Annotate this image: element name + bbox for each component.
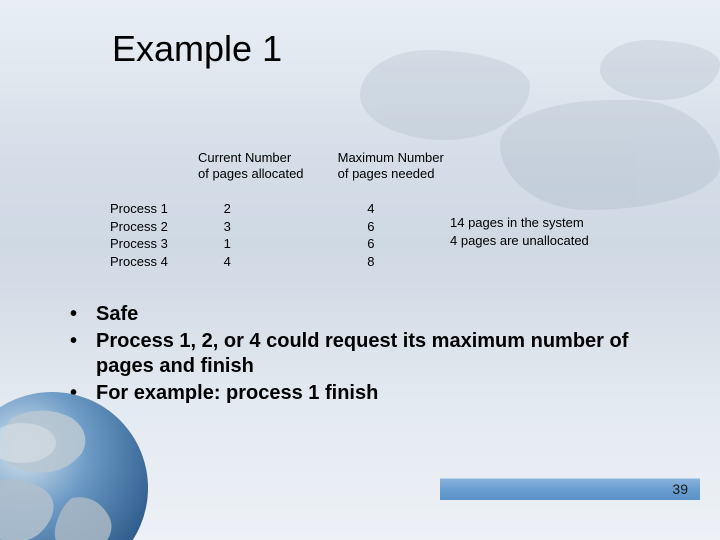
process-maximum: 8 bbox=[367, 253, 427, 271]
bullet-item: • For example: process 1 finish bbox=[70, 381, 650, 406]
process-table: Process 1 2 4 Process 2 3 6 Process 3 1 … bbox=[110, 200, 427, 270]
page-number: 39 bbox=[672, 481, 688, 497]
bullet-item: • Process 1, 2, or 4 could request its m… bbox=[70, 329, 650, 379]
process-name: Process 4 bbox=[110, 253, 220, 271]
slide-title: Example 1 bbox=[112, 28, 282, 70]
table-row: Process 3 1 6 bbox=[110, 235, 427, 253]
process-current: 3 bbox=[224, 218, 364, 236]
process-maximum: 6 bbox=[367, 218, 427, 236]
process-name: Process 1 bbox=[110, 200, 220, 218]
bullet-text: For example: process 1 finish bbox=[96, 381, 650, 406]
table-headers: Current Number of pages allocated Maximu… bbox=[198, 150, 478, 183]
header-current-line2: of pages allocated bbox=[198, 166, 334, 182]
bullet-item: • Safe bbox=[70, 302, 650, 327]
table-row: Process 4 4 8 bbox=[110, 253, 427, 271]
bullet-text: Safe bbox=[96, 302, 650, 327]
bullet-dot: • bbox=[70, 302, 96, 327]
process-current: 4 bbox=[224, 253, 364, 271]
process-maximum: 6 bbox=[367, 235, 427, 253]
process-current: 2 bbox=[224, 200, 364, 218]
bullet-dot: • bbox=[70, 329, 96, 379]
header-maximum-line1: Maximum Number bbox=[338, 150, 478, 166]
bullet-list: • Safe • Process 1, 2, or 4 could reques… bbox=[70, 302, 650, 408]
system-note: 14 pages in the system 4 pages are unall… bbox=[450, 214, 589, 249]
process-name: Process 3 bbox=[110, 235, 220, 253]
table-row: Process 2 3 6 bbox=[110, 218, 427, 236]
process-maximum: 4 bbox=[367, 200, 427, 218]
process-name: Process 2 bbox=[110, 218, 220, 236]
header-current-line1: Current Number bbox=[198, 150, 334, 166]
table-row: Process 1 2 4 bbox=[110, 200, 427, 218]
system-note-line1: 14 pages in the system bbox=[450, 214, 589, 232]
bullet-text: Process 1, 2, or 4 could request its max… bbox=[96, 329, 650, 379]
bullet-dot: • bbox=[70, 381, 96, 406]
process-current: 1 bbox=[224, 235, 364, 253]
globe-icon bbox=[0, 388, 152, 540]
system-note-line2: 4 pages are unallocated bbox=[450, 232, 589, 250]
header-maximum-line2: of pages needed bbox=[338, 166, 478, 182]
footer-accent-bar bbox=[440, 478, 700, 500]
